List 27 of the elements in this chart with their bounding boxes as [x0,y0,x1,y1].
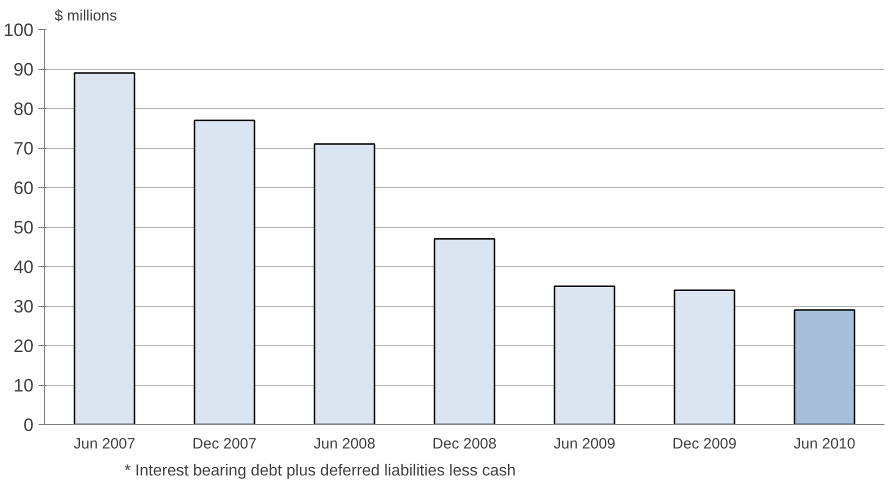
x-tick-label: Jun 2010 [794,436,856,452]
y-tick-label: 30 [13,296,34,316]
y-tick-label: 60 [13,178,34,198]
bar [554,286,616,424]
y-tick-label: 0 [23,415,34,435]
y-tick-label: 80 [13,99,34,119]
x-tick-label: Dec 2009 [672,436,737,452]
x-tick-label: Jun 2007 [74,436,136,452]
x-tick-label: Jun 2008 [314,436,376,452]
text: * Interest bearing debt plus deferred liabilities less cash [124,462,516,480]
bar [314,143,376,424]
bar [674,289,736,424]
bar [794,309,856,424]
x-tick-label: Jun 2009 [554,436,616,452]
bar [194,120,256,424]
y-tick-label: 50 [13,218,34,238]
y-axis-title: $ millions [54,8,118,24]
y-tick-label: 90 [13,60,34,80]
x-tick-label: Dec 2008 [432,436,497,452]
x-tick-label: Dec 2007 [192,436,257,452]
bar [74,72,136,424]
bar [434,238,496,424]
y-tick-label: 40 [13,257,34,277]
y-tick-label: 70 [13,138,34,158]
y-tick-label: 10 [13,376,34,396]
y-tick-label: 20 [13,336,34,356]
y-tick-label: 100 [3,20,34,40]
